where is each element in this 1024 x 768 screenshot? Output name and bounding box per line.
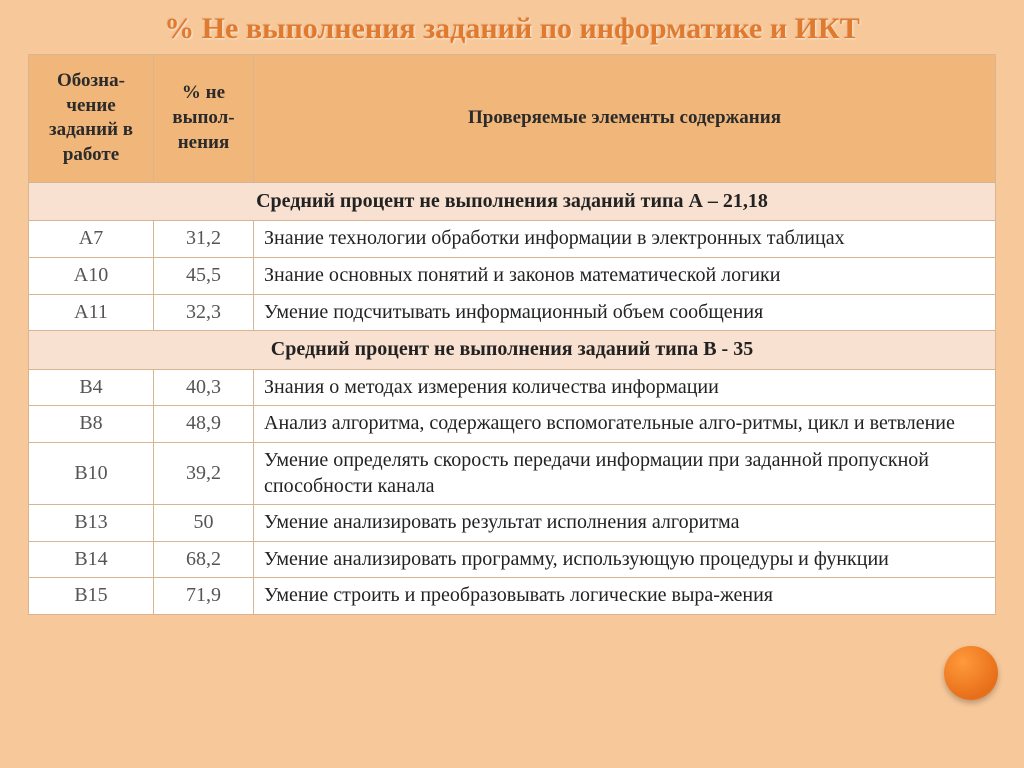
cell-desc: Умение определять скорость передачи инфо… xyxy=(254,442,996,504)
cell-code: В15 xyxy=(29,578,154,615)
header-desc: Проверяемые элементы содержания xyxy=(254,55,996,183)
cell-desc: Умение подсчитывать информационный объем… xyxy=(254,294,996,331)
cell-desc: Знание основных понятий и законов матема… xyxy=(254,257,996,294)
table-row: В848,9Анализ алгоритма, содержащего вспо… xyxy=(29,406,996,443)
cell-code: А11 xyxy=(29,294,154,331)
section-label: Средний процент не выполнения заданий ти… xyxy=(29,331,996,370)
table-row: В1468,2Умение анализировать программу, и… xyxy=(29,541,996,578)
cell-pct: 50 xyxy=(154,505,254,542)
table-row: А731,2Знание технологии обработки информ… xyxy=(29,221,996,258)
section-row: Средний процент не выполнения заданий ти… xyxy=(29,182,996,221)
cell-code: В10 xyxy=(29,442,154,504)
table-row: А1132,3Умение подсчитывать информационны… xyxy=(29,294,996,331)
cell-pct: 68,2 xyxy=(154,541,254,578)
section-row: Средний процент не выполнения заданий ти… xyxy=(29,331,996,370)
table-row: А1045,5Знание основных понятий и законов… xyxy=(29,257,996,294)
failure-table: Обозна-чение заданий в работе % не выпол… xyxy=(28,54,996,615)
table-container: Обозна-чение заданий в работе % не выпол… xyxy=(28,54,996,615)
cell-code: А10 xyxy=(29,257,154,294)
table-row: В440,3Знания о методах измерения количес… xyxy=(29,369,996,406)
cell-desc: Знания о методах измерения количества ин… xyxy=(254,369,996,406)
cell-code: В4 xyxy=(29,369,154,406)
decor-circle-icon xyxy=(944,646,998,700)
cell-desc: Умение анализировать программу, использу… xyxy=(254,541,996,578)
cell-pct: 39,2 xyxy=(154,442,254,504)
cell-code: В13 xyxy=(29,505,154,542)
cell-desc: Умение строить и преобразовывать логичес… xyxy=(254,578,996,615)
cell-desc: Умение анализировать результат исполнени… xyxy=(254,505,996,542)
table-row: В1350Умение анализировать результат испо… xyxy=(29,505,996,542)
cell-pct: 32,3 xyxy=(154,294,254,331)
cell-code: А7 xyxy=(29,221,154,258)
cell-pct: 40,3 xyxy=(154,369,254,406)
cell-pct: 45,5 xyxy=(154,257,254,294)
header-pct: % не выпол-нения xyxy=(154,55,254,183)
cell-code: В8 xyxy=(29,406,154,443)
cell-desc: Знание технологии обработки информации в… xyxy=(254,221,996,258)
cell-pct: 71,9 xyxy=(154,578,254,615)
section-label: Средний процент не выполнения заданий ти… xyxy=(29,182,996,221)
cell-code: В14 xyxy=(29,541,154,578)
cell-pct: 31,2 xyxy=(154,221,254,258)
cell-pct: 48,9 xyxy=(154,406,254,443)
cell-desc: Анализ алгоритма, содержащего вспомогате… xyxy=(254,406,996,443)
page-title: % Не выполнения заданий по информатике и… xyxy=(0,0,1024,54)
table-row: В1571,9Умение строить и преобразовывать … xyxy=(29,578,996,615)
table-row: В1039,2Умение определять скорость переда… xyxy=(29,442,996,504)
header-code: Обозна-чение заданий в работе xyxy=(29,55,154,183)
